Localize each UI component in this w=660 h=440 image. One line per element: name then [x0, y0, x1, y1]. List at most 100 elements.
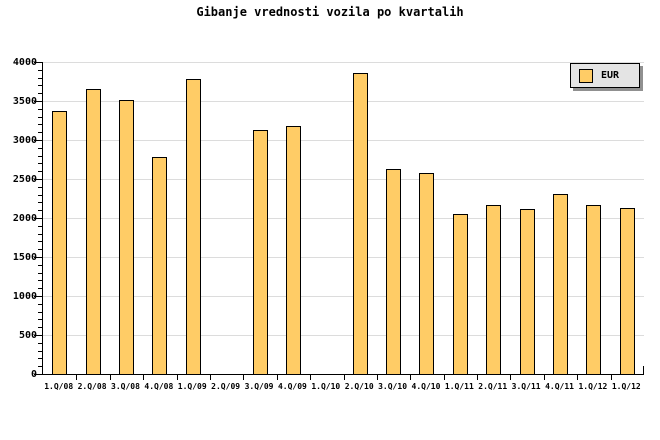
x-axis-end-tick — [643, 366, 644, 374]
y-axis-major-tick — [34, 335, 42, 336]
y-axis-minor-tick — [38, 319, 42, 320]
gridline-1500 — [43, 257, 644, 258]
bar-1.Q/11 — [453, 214, 468, 374]
x-axis-tick — [410, 375, 411, 380]
y-axis-minor-tick — [38, 226, 42, 227]
chart-title: Gibanje vrednosti vozila po kvartalih — [196, 5, 464, 19]
y-axis-minor-tick — [38, 234, 42, 235]
x-axis-label: 1.Q/10 — [311, 382, 341, 391]
x-axis-label: 2.Q/08 — [77, 382, 107, 391]
x-axis-label: 4.Q/09 — [277, 382, 307, 391]
y-axis-major-tick — [34, 140, 42, 141]
x-axis-label: 1.Q/11 — [444, 382, 474, 391]
bar-4.Q/09 — [286, 126, 301, 374]
y-axis-minor-tick — [38, 93, 42, 94]
y-axis-minor-tick — [38, 351, 42, 352]
gridline-500 — [43, 335, 644, 336]
y-axis-minor-tick — [38, 366, 42, 367]
x-axis-tick — [243, 375, 244, 380]
x-axis-tick — [577, 375, 578, 380]
y-axis-minor-tick — [38, 117, 42, 118]
x-axis-label: 1.Q/12 — [578, 382, 608, 391]
y-axis-minor-tick — [38, 132, 42, 133]
y-axis-major-tick — [34, 179, 42, 180]
bar-1.Q/09 — [186, 79, 201, 374]
y-axis-label: 1500 — [12, 252, 37, 263]
bar-4.Q/10 — [419, 173, 434, 374]
y-axis-minor-tick — [38, 304, 42, 305]
y-axis-major-tick — [34, 218, 42, 219]
y-axis-major-tick — [34, 296, 42, 297]
y-axis-minor-tick — [38, 288, 42, 289]
y-axis-label: 2000 — [12, 213, 37, 224]
legend-swatch-icon — [579, 68, 593, 83]
plot-area — [34, 62, 644, 380]
bar-1.Q/08 — [52, 111, 67, 374]
y-axis-major-tick — [34, 101, 42, 102]
y-axis-minor-tick — [38, 358, 42, 359]
y-axis-minor-tick — [38, 163, 42, 164]
gridline-4000 — [43, 62, 644, 63]
y-axis-label: 3000 — [12, 135, 37, 146]
y-axis-minor-tick — [38, 265, 42, 266]
bar-1.Q/12 — [620, 208, 635, 374]
bar-4.Q/08 — [152, 157, 167, 374]
x-axis-tick — [177, 375, 178, 380]
x-axis-tick — [344, 375, 345, 380]
y-axis-label: 500 — [18, 330, 37, 341]
legend-label: EUR — [601, 70, 620, 81]
y-axis-label: 3500 — [12, 96, 37, 107]
bar-3.Q/11 — [520, 209, 535, 374]
y-axis-major-tick — [34, 62, 42, 63]
y-axis-minor-tick — [38, 280, 42, 281]
y-axis-minor-tick — [38, 70, 42, 71]
bar-3.Q/10 — [386, 169, 401, 374]
y-axis-label: 1000 — [12, 291, 37, 302]
x-axis-label: 2.Q/11 — [478, 382, 508, 391]
x-axis-label: 4.Q/08 — [144, 382, 174, 391]
y-axis-minor-tick — [38, 124, 42, 125]
x-axis-tick — [510, 375, 511, 380]
x-axis-tick — [611, 375, 612, 380]
y-axis-minor-tick — [38, 327, 42, 328]
x-axis-tick — [210, 375, 211, 380]
y-axis-label: 0 — [30, 369, 37, 380]
gridline-1000 — [43, 296, 644, 297]
y-axis-minor-tick — [38, 78, 42, 79]
y-axis-minor-tick — [38, 156, 42, 157]
x-axis-tick — [444, 375, 445, 380]
legend-box: EUR — [570, 63, 640, 88]
y-axis-minor-tick — [38, 241, 42, 242]
x-axis-tick — [544, 375, 545, 380]
x-axis-label: 3.Q/08 — [111, 382, 140, 391]
y-axis-major-tick — [34, 374, 42, 375]
bar-2.Q/10 — [353, 73, 368, 374]
x-axis-label: 4.Q/10 — [411, 382, 441, 391]
x-axis-label: 1.Q/09 — [177, 382, 207, 391]
bar-3.Q/09 — [253, 130, 268, 374]
y-axis-minor-tick — [38, 148, 42, 149]
y-axis-minor-tick — [38, 195, 42, 196]
x-axis-label: 3.Q/11 — [511, 382, 541, 391]
y-axis-minor-tick — [38, 273, 42, 274]
x-axis-label: 2.Q/09 — [211, 382, 241, 391]
y-axis-minor-tick — [38, 249, 42, 250]
x-axis-tick — [143, 375, 144, 380]
x-axis-label: 1.Q/12 — [611, 382, 641, 391]
y-axis-minor-tick — [38, 202, 42, 203]
gridline-2500 — [43, 179, 644, 180]
x-axis-label: 2.Q/10 — [344, 382, 374, 391]
gridline-2000 — [43, 218, 644, 219]
bar-1.Q/12 — [586, 205, 601, 374]
x-axis-label: 3.Q/10 — [378, 382, 408, 391]
x-axis-label: 3.Q/09 — [244, 382, 274, 391]
y-axis-minor-tick — [38, 210, 42, 211]
y-axis-major-tick — [34, 257, 42, 258]
x-axis-label: 4.Q/11 — [545, 382, 574, 391]
bar-4.Q/11 — [553, 194, 568, 374]
bar-2.Q/08 — [86, 89, 101, 374]
bar-3.Q/08 — [119, 100, 134, 374]
x-axis-tick — [76, 375, 77, 380]
gridline-3500 — [43, 101, 644, 102]
